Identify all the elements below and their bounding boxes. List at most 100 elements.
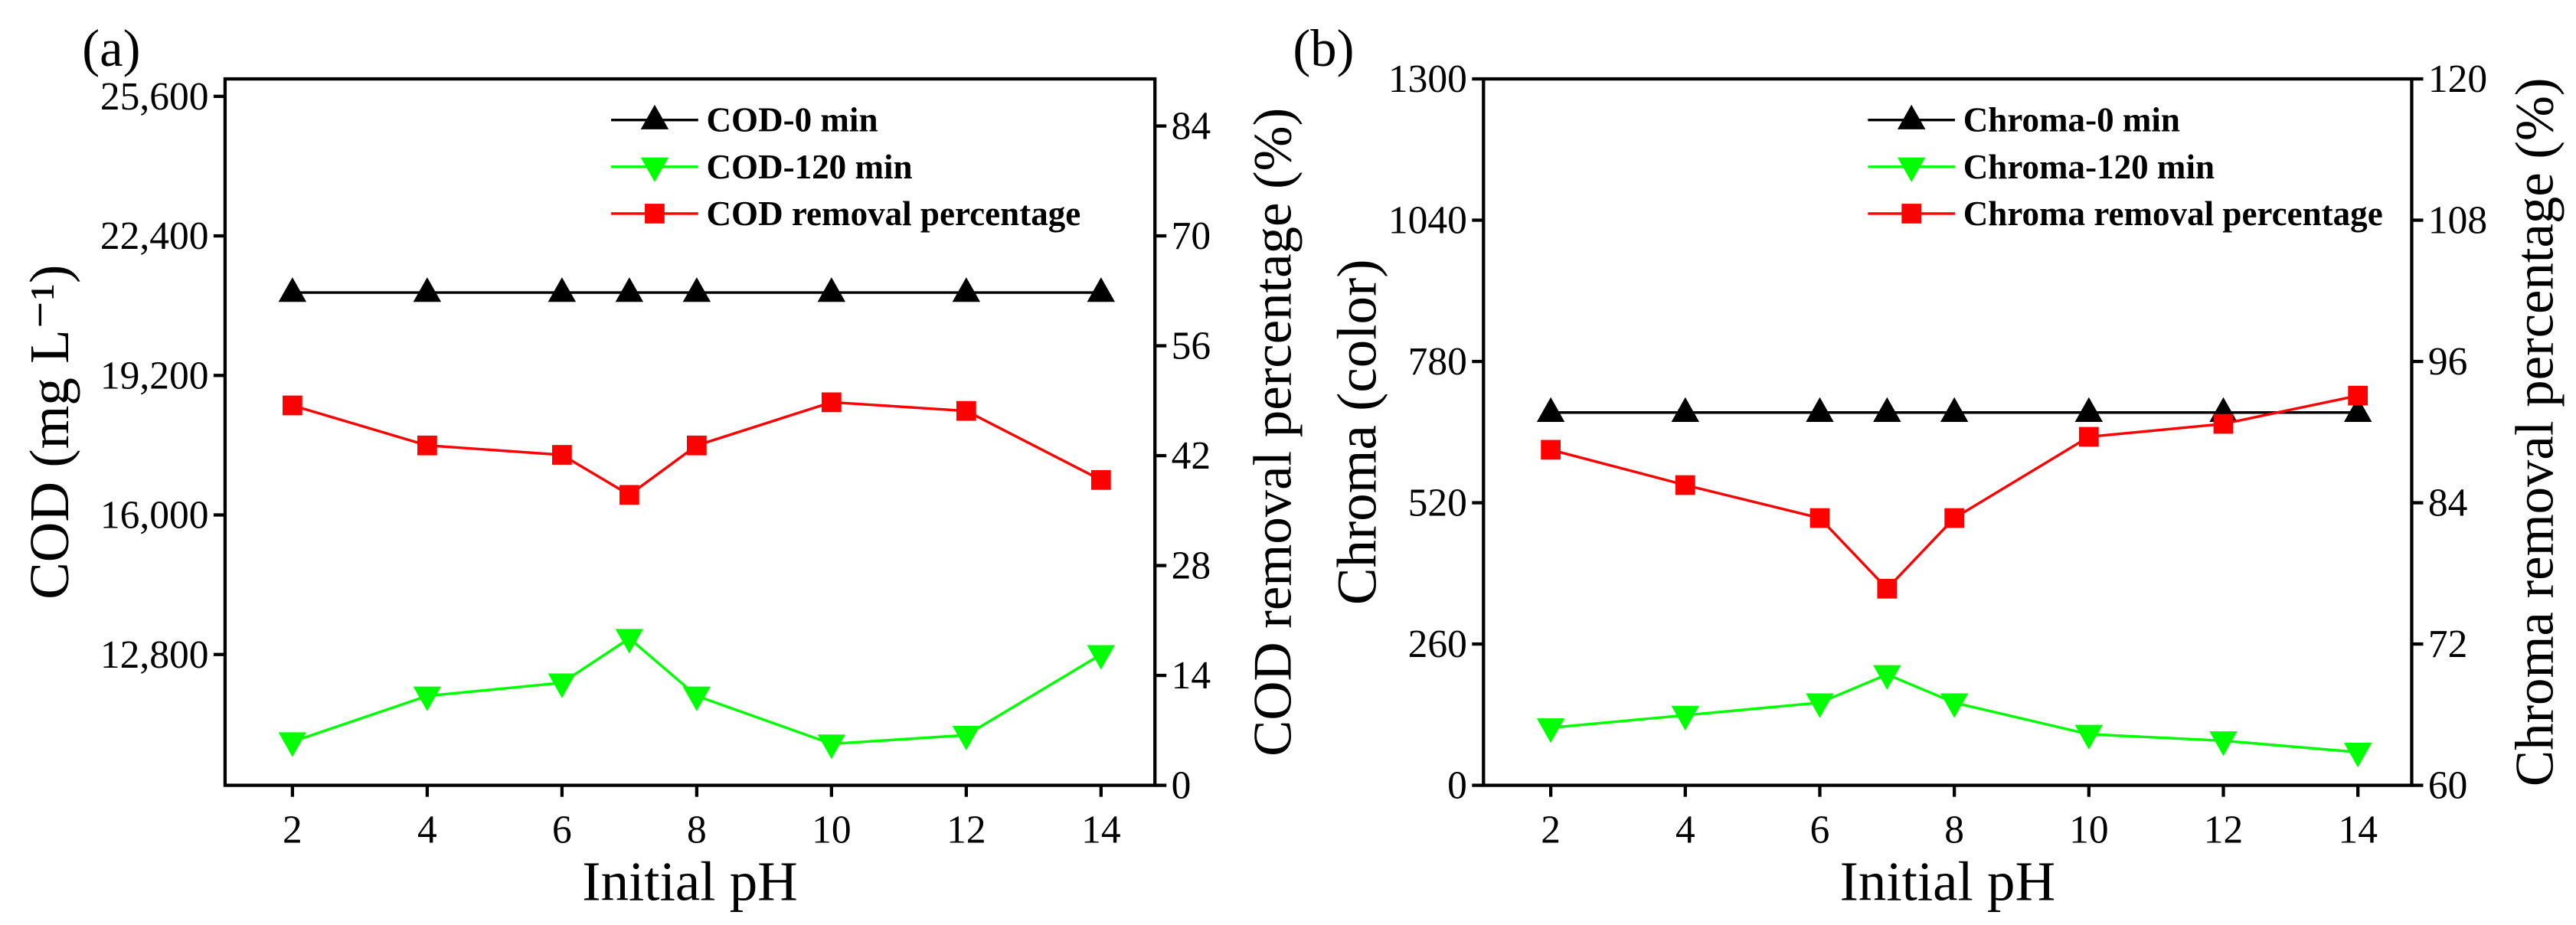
data-point-cod-removal-percentage-3 <box>619 485 639 505</box>
data-point-chroma-removal-percentage-4 <box>1944 508 1965 528</box>
series-cod-0-min <box>278 277 1116 302</box>
y2-tick-label: 14 <box>1172 654 1211 698</box>
data-point-chroma-120-min-7 <box>2343 743 2372 768</box>
y2-tick-label: 84 <box>1172 105 1211 149</box>
y-tick-label: 260 <box>1408 623 1467 666</box>
legend: Chroma-0 min Chroma-120 min Chroma removal… <box>1868 101 2383 233</box>
data-point-chroma-0-min-2 <box>1806 397 1834 422</box>
series-chroma-120-min <box>1536 665 2372 768</box>
y2-tick-label: 28 <box>1172 544 1211 588</box>
legend-marker <box>640 157 669 182</box>
legend-item-chroma-120-min: Chroma-120 min <box>1868 148 2215 186</box>
legend-marker <box>1901 204 1922 224</box>
data-point-cod-120-min-2 <box>548 673 577 698</box>
data-point-cod-120-min-7 <box>1087 645 1116 670</box>
x-tick-label: 8 <box>687 809 707 852</box>
data-point-chroma-removal-percentage-1 <box>1675 475 1695 495</box>
panel-b: (b) 2 4 6 8 10 12 14 0 260 520 780 1040 1300 60 72 84 96 1… <box>1293 19 2565 913</box>
y2-tick-label: 72 <box>2428 623 2467 666</box>
data-point-cod-removal-percentage-2 <box>552 445 572 465</box>
data-point-chroma-120-min-0 <box>1536 718 1565 744</box>
data-point-cod-0-min-4 <box>682 277 711 302</box>
y2-tick-label: 0 <box>1172 764 1192 808</box>
data-point-cod-0-min-5 <box>817 277 846 302</box>
legend-marker <box>1897 157 1926 182</box>
y-tick-label: 19,200 <box>100 354 209 397</box>
data-point-cod-120-min-4 <box>682 686 711 711</box>
data-point-chroma-0-min-3 <box>1873 397 1901 422</box>
data-point-chroma-120-min-5 <box>2074 724 2104 750</box>
legend-label: Chroma-0 min <box>1963 101 2180 139</box>
data-point-cod-removal-percentage-7 <box>1090 469 1111 490</box>
y-tick-label: 1300 <box>1388 57 1467 101</box>
series-line-cod-removal-percentage <box>292 400 1102 497</box>
data-point-chroma-120-min-3 <box>1873 665 1901 690</box>
data-point-cod-120-min-6 <box>952 725 981 751</box>
data-point-chroma-0-min-4 <box>1940 397 1969 422</box>
data-point-chroma-removal-percentage-7 <box>2348 385 2368 406</box>
data-point-chroma-120-min-6 <box>2209 731 2238 757</box>
data-point-chroma-removal-percentage-3 <box>1877 578 1898 599</box>
y-tick-label: 520 <box>1408 482 1467 525</box>
series-line-chroma-120-min <box>1550 672 2359 753</box>
y2-tick-label: 120 <box>2428 57 2487 101</box>
legend-label: COD removal percentage <box>707 194 1081 233</box>
x-tick-label: 4 <box>417 809 437 852</box>
x-tick-label: 10 <box>2069 809 2108 852</box>
data-point-cod-removal-percentage-1 <box>417 435 437 456</box>
y-tick-label: 0 <box>1447 764 1467 808</box>
legend-label: COD-120 min <box>707 148 913 186</box>
series-line-cod-120-min <box>292 636 1102 746</box>
legend-marker <box>1897 104 1926 129</box>
y-tick-label: 22,400 <box>100 214 209 258</box>
y2-tick-label: 60 <box>2428 764 2467 808</box>
panel-label: (b) <box>1293 19 1354 77</box>
data-point-chroma-removal-percentage-6 <box>2213 413 2234 434</box>
data-point-cod-120-min-1 <box>413 686 442 711</box>
y-tick-label: 1040 <box>1388 199 1467 243</box>
legend-label: Chroma removal percentage <box>1963 194 2383 233</box>
y2-tick-label: 84 <box>2428 482 2467 525</box>
panel-a: (a) 2 4 6 8 10 12 14 12,800 16,000 19,200 22,400 25,… <box>18 19 1303 913</box>
x-tick-label: 2 <box>283 809 302 852</box>
legend-item-chroma-removal-percentage: Chroma removal percentage <box>1868 194 2383 233</box>
data-point-chroma-120-min-1 <box>1671 705 1700 731</box>
legend-item-cod-0-min: COD-0 min <box>611 101 878 139</box>
data-point-cod-removal-percentage-0 <box>283 395 302 416</box>
y-axis-title: COD (mg L⁻¹) <box>18 265 80 600</box>
data-point-cod-0-min-2 <box>548 277 577 302</box>
panel-label: (a) <box>82 19 140 77</box>
data-point-cod-0-min-6 <box>952 277 981 302</box>
x-tick-label: 12 <box>2204 809 2243 852</box>
plot-frame <box>1482 77 2414 787</box>
series-cod-removal-percentage <box>283 392 1111 505</box>
axes: 2 4 6 8 10 12 14 0 260 520 780 1040 1300 60 72 84 96 108 1… <box>1326 57 2565 913</box>
x-tick-label: 6 <box>552 809 572 852</box>
x-tick-label: 12 <box>946 809 986 852</box>
x-tick-label: 8 <box>1944 809 1964 852</box>
y2-axis-title: COD removal percentage (%) <box>1244 108 1303 757</box>
y-tick-label: 25,600 <box>100 75 209 119</box>
y2-tick-label: 56 <box>1172 325 1211 368</box>
y2-tick-label: 96 <box>2428 340 2467 384</box>
x-axis-title: Initial pH <box>582 851 798 913</box>
data-point-cod-0-min-1 <box>413 277 442 302</box>
legend-marker <box>645 204 665 224</box>
y-tick-label: 16,000 <box>100 494 209 538</box>
data-point-cod-removal-percentage-5 <box>821 392 842 413</box>
legend-item-cod-120-min: COD-120 min <box>611 148 913 186</box>
data-point-chroma-0-min-7 <box>2343 397 2372 422</box>
data-point-cod-0-min-7 <box>1087 277 1116 302</box>
y2-tick-label: 70 <box>1172 214 1211 258</box>
legend-label: Chroma-120 min <box>1963 148 2215 186</box>
y-tick-label: 780 <box>1408 340 1467 384</box>
y-tick-label: 12,800 <box>100 633 209 677</box>
plot-frame <box>223 77 1157 787</box>
data-point-chroma-0-min-1 <box>1671 397 1700 422</box>
axes: 2 4 6 8 10 12 14 12,800 16,000 19,200 22,400 25,600… <box>18 75 1303 913</box>
series-line-chroma-removal-percentage <box>1550 394 2359 591</box>
data-point-cod-removal-percentage-6 <box>956 400 976 421</box>
x-tick-label: 4 <box>1675 809 1695 852</box>
data-point-chroma-removal-percentage-2 <box>1809 508 1830 528</box>
